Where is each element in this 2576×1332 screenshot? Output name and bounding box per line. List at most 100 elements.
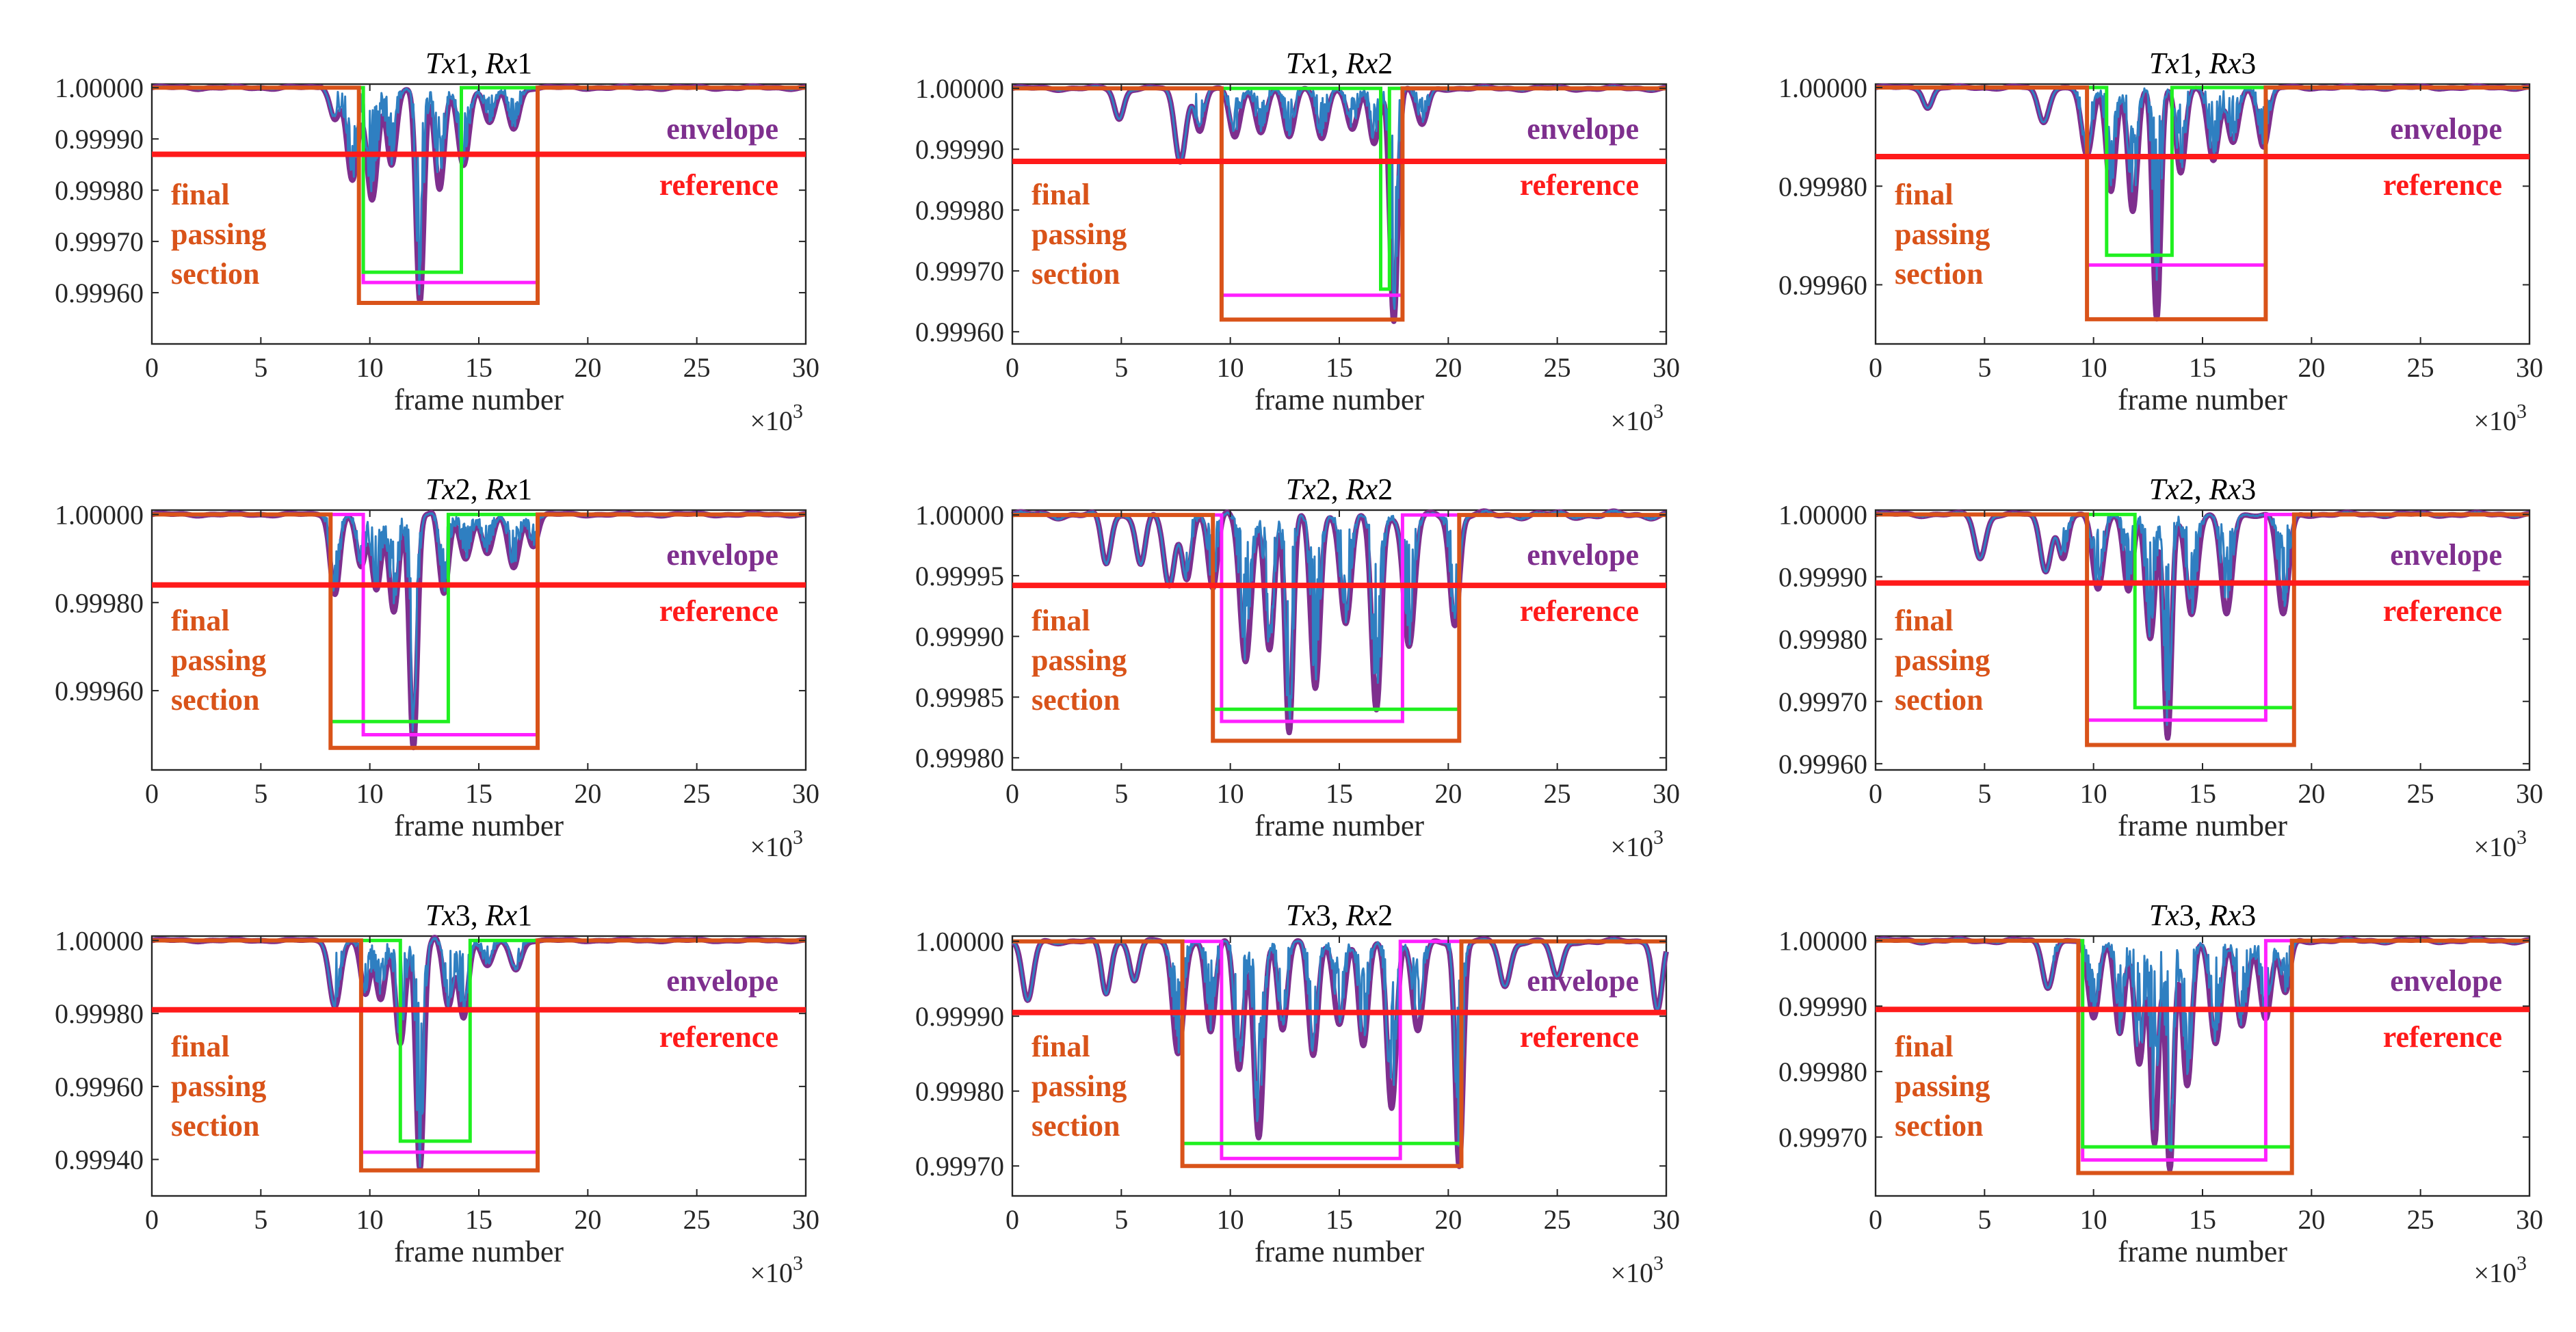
- y-tick-label: 0.99970: [1778, 1122, 1867, 1153]
- x-tick-label: 30: [1653, 778, 1680, 809]
- x-multiplier-exponent: 3: [793, 400, 803, 423]
- y-tick-label: 0.99960: [55, 676, 144, 706]
- title-part: Tx: [1286, 472, 1316, 506]
- final-section-annotation: passing: [1895, 217, 1990, 251]
- title-separator: ,: [2194, 46, 2209, 80]
- final-section-line: [1012, 939, 1666, 1169]
- envelope-annotation: envelope: [666, 964, 778, 998]
- reference-annotation: reference: [1520, 594, 1639, 628]
- y-tick-label: 1.00000: [55, 499, 144, 530]
- subplot-title: Tx2, Rx3: [2149, 472, 2256, 506]
- x-tick-label: 10: [1217, 1204, 1244, 1235]
- title-part: Rx: [485, 898, 518, 932]
- x-multiplier: ×103: [1610, 400, 1664, 436]
- x-axis-label: frame number: [394, 1235, 564, 1268]
- final-section-line: [152, 85, 806, 305]
- y-tick-label: 1.00000: [55, 925, 144, 956]
- final-section-annotation: final: [171, 604, 230, 637]
- title-part: 2: [456, 472, 471, 506]
- reference-annotation: reference: [2383, 594, 2502, 628]
- reference-annotation: reference: [1520, 168, 1639, 202]
- final-section-line: [1012, 86, 1666, 322]
- subplot-6: 0 5 10 15 20 25 30 0.99960 0.99970 0.99980 0.99990…: [1778, 472, 2543, 862]
- y-tick-label: 0.99940: [55, 1145, 144, 1175]
- x-tick-label: 10: [2080, 352, 2107, 383]
- x-tick-label: 25: [683, 1204, 711, 1235]
- title-part: 3: [456, 898, 471, 932]
- magenta-window-line: [1012, 940, 1666, 1160]
- final-section-annotation: passing: [1031, 1069, 1127, 1103]
- x-multiplier-exponent: 3: [2516, 400, 2527, 423]
- x-tick-label: 20: [1434, 778, 1462, 809]
- axes-box: [150, 83, 807, 345]
- x-tick-label: 10: [1217, 352, 1244, 383]
- x-tick-label: 20: [1434, 1204, 1462, 1235]
- final-section-annotation: passing: [1031, 217, 1127, 251]
- x-axis-label: frame number: [394, 383, 564, 416]
- y-tick-label: 0.99960: [915, 317, 1004, 347]
- y-tick-label: 0.99970: [1778, 687, 1867, 717]
- subplot-5: 0 5 10 15 20 25 30 0.99980 0.99985 0.99990 0.99995…: [915, 472, 1680, 862]
- x-axis-label: frame number: [1254, 383, 1424, 416]
- x-tick-label: 0: [145, 352, 159, 383]
- x-tick-label: 5: [254, 352, 267, 383]
- subplot-title: Tx1, Rx3: [2149, 46, 2256, 80]
- y-tick-label: 0.99960: [1778, 749, 1867, 780]
- x-tick-label: 25: [683, 352, 711, 383]
- y-tick-label: 0.99970: [55, 226, 144, 257]
- x-multiplier: ×103: [1610, 826, 1664, 862]
- x-tick-label: 20: [2298, 352, 2325, 383]
- x-multiplier-exponent: 3: [2516, 1252, 2527, 1275]
- x-tick-label: 0: [1869, 1204, 1882, 1235]
- y-tick-label: 0.99980: [55, 998, 144, 1029]
- x-tick-label: 15: [465, 778, 492, 809]
- title-part: 3: [1316, 898, 1331, 932]
- title-part: 3: [2179, 898, 2194, 932]
- title-part: Rx: [2209, 472, 2242, 506]
- reference-annotation: reference: [2383, 1020, 2502, 1054]
- y-tick-label: 1.00000: [915, 73, 1004, 104]
- title-separator: ,: [2194, 898, 2209, 932]
- axes-box: [1011, 83, 1668, 345]
- x-multiplier: ×103: [1610, 1252, 1664, 1288]
- x-axis-label: frame number: [394, 809, 564, 842]
- final-section-annotation: section: [171, 1109, 260, 1143]
- title-separator: ,: [1331, 472, 1346, 506]
- x-multiplier-exponent: 3: [1653, 1252, 1664, 1275]
- x-tick-label: 30: [792, 778, 819, 809]
- x-multiplier-exponent: 3: [2516, 826, 2527, 849]
- envelope-annotation: envelope: [1527, 112, 1639, 146]
- x-tick-label: 0: [1869, 778, 1882, 809]
- final-section-annotation: section: [1895, 683, 1984, 717]
- y-tick-label: 1.00000: [1778, 72, 1867, 103]
- x-tick-label: 5: [1114, 778, 1128, 809]
- subplot-title: Tx3, Rx1: [425, 898, 532, 932]
- title-part: Rx: [485, 472, 518, 506]
- y-tick-label: 0.99960: [1778, 269, 1867, 300]
- x-tick-label: 10: [2080, 1204, 2107, 1235]
- y-tick-label: 0.99980: [1778, 171, 1867, 202]
- title-part: 1: [1316, 46, 1331, 80]
- y-tick-label: 0.99970: [915, 1151, 1004, 1182]
- x-tick-label: 15: [465, 1204, 492, 1235]
- final-section-annotation: final: [1895, 604, 1954, 637]
- title-part: Tx: [425, 472, 456, 506]
- x-multiplier: ×103: [750, 826, 803, 862]
- y-tick-label: 1.00000: [55, 72, 144, 103]
- x-tick-label: 15: [1326, 778, 1353, 809]
- x-tick-label: 10: [356, 1204, 384, 1235]
- x-tick-label: 10: [356, 352, 384, 383]
- x-tick-label: 30: [2516, 778, 2543, 809]
- final-section-annotation: passing: [1895, 643, 1990, 677]
- final-section-annotation: section: [1895, 1109, 1984, 1143]
- x-tick-label: 25: [2407, 1204, 2434, 1235]
- final-section-annotation: section: [1031, 1109, 1120, 1143]
- subplot-title: Tx1, Rx1: [425, 46, 532, 80]
- x-tick-label: 25: [1544, 352, 1571, 383]
- x-axis-label: frame number: [2118, 809, 2287, 842]
- x-tick-label: 30: [1653, 352, 1680, 383]
- y-tick-label: 0.99980: [1778, 624, 1867, 655]
- final-section-annotation: section: [1031, 683, 1120, 717]
- final-section-line: [152, 938, 806, 1173]
